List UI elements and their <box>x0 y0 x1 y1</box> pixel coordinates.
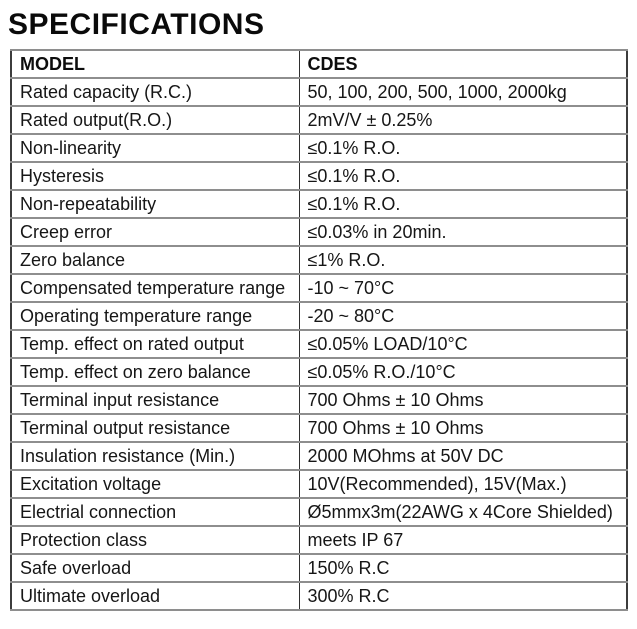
col-header-model: MODEL <box>10 49 300 79</box>
table-row: Ultimate overload 300% R.C <box>10 581 628 611</box>
spec-name-cell: Temp. effect on zero balance <box>10 357 300 387</box>
spec-value-cell: 700 Ohms ± 10 Ohms <box>298 385 628 415</box>
page-title: SPECIFICATIONS <box>8 8 265 41</box>
table-row: Non-repeatability ≤0.1% R.O. <box>10 189 628 219</box>
specifications-table: MODEL CDES Rated capacity (R.C.) 50, 100… <box>10 49 628 611</box>
spec-value-cell: -10 ~ 70°C <box>298 273 628 303</box>
spec-value-cell: 700 Ohms ± 10 Ohms <box>298 413 628 443</box>
col-header-value: CDES <box>298 49 628 79</box>
spec-value-cell: 300% R.C <box>298 581 628 611</box>
spec-name-cell: Safe overload <box>10 553 300 583</box>
spec-name-cell: Ultimate overload <box>10 581 300 611</box>
spec-name-cell: Excitation voltage <box>10 469 300 499</box>
spec-value-cell: meets IP 67 <box>298 525 628 555</box>
table-row: Creep error ≤0.03% in 20min. <box>10 217 628 247</box>
table-row: Terminal input resistance 700 Ohms ± 10 … <box>10 385 628 415</box>
table-row: Zero balance ≤1% R.O. <box>10 245 628 275</box>
table-row: Non-linearity ≤0.1% R.O. <box>10 133 628 163</box>
spec-value-cell: ≤0.1% R.O. <box>298 133 628 163</box>
table-row: Terminal output resistance 700 Ohms ± 10… <box>10 413 628 443</box>
table-row: Insulation resistance (Min.) 2000 MOhms … <box>10 441 628 471</box>
table-row: Temp. effect on zero balance ≤0.05% R.O.… <box>10 357 628 387</box>
spec-value-cell: 2mV/V ± 0.25% <box>298 105 628 135</box>
spec-value-cell: -20 ~ 80°C <box>298 301 628 331</box>
spec-value-cell: ≤0.1% R.O. <box>298 189 628 219</box>
table-row: Temp. effect on rated output ≤0.05% LOAD… <box>10 329 628 359</box>
spec-value-cell: 50, 100, 200, 500, 1000, 2000kg <box>298 77 628 107</box>
table-row: Hysteresis ≤0.1% R.O. <box>10 161 628 191</box>
spec-value-cell: ≤0.1% R.O. <box>298 161 628 191</box>
spec-name-cell: Rated capacity (R.C.) <box>10 77 300 107</box>
spec-name-cell: Terminal output resistance <box>10 413 300 443</box>
spec-value-cell: ≤0.05% LOAD/10°C <box>298 329 628 359</box>
spec-name-cell: Operating temperature range <box>10 301 300 331</box>
table-header-row: MODEL CDES <box>10 49 628 79</box>
spec-value-cell: 150% R.C <box>298 553 628 583</box>
table-row: Compensated temperature range -10 ~ 70°C <box>10 273 628 303</box>
spec-name-cell: Non-linearity <box>10 133 300 163</box>
spec-name-cell: Zero balance <box>10 245 300 275</box>
spec-name-cell: Insulation resistance (Min.) <box>10 441 300 471</box>
spec-value-cell: ≤0.05% R.O./10°C <box>298 357 628 387</box>
table-row: Rated capacity (R.C.) 50, 100, 200, 500,… <box>10 77 628 107</box>
spec-value-cell: ≤1% R.O. <box>298 245 628 275</box>
spec-name-cell: Temp. effect on rated output <box>10 329 300 359</box>
spec-name-cell: Hysteresis <box>10 161 300 191</box>
spec-value-cell: ≤0.03% in 20min. <box>298 217 628 247</box>
spec-name-cell: Terminal input resistance <box>10 385 300 415</box>
table-row: Safe overload 150% R.C <box>10 553 628 583</box>
table-row: Electrial connection Ø5mmx3m(22AWG x 4Co… <box>10 497 628 527</box>
spec-name-cell: Rated output(R.O.) <box>10 105 300 135</box>
table-row: Rated output(R.O.) 2mV/V ± 0.25% <box>10 105 628 135</box>
spec-name-cell: Protection class <box>10 525 300 555</box>
table-row: Operating temperature range -20 ~ 80°C <box>10 301 628 331</box>
spec-value-cell: 10V(Recommended), 15V(Max.) <box>298 469 628 499</box>
table-row: Excitation voltage 10V(Recommended), 15V… <box>10 469 628 499</box>
spec-name-cell: Electrial connection <box>10 497 300 527</box>
spec-name-cell: Creep error <box>10 217 300 247</box>
spec-name-cell: Compensated temperature range <box>10 273 300 303</box>
spec-value-cell: Ø5mmx3m(22AWG x 4Core Shielded) <box>298 497 628 527</box>
table-row: Protection class meets IP 67 <box>10 525 628 555</box>
spec-name-cell: Non-repeatability <box>10 189 300 219</box>
spec-value-cell: 2000 MOhms at 50V DC <box>298 441 628 471</box>
